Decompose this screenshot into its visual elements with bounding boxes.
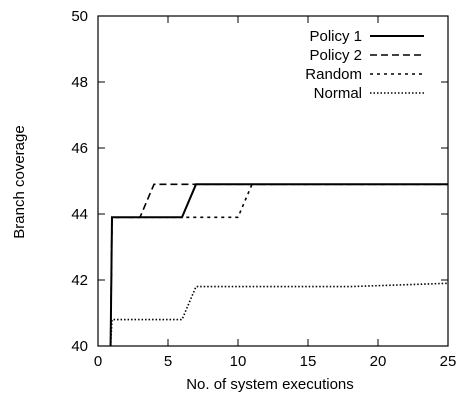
y-tick-label: 44	[71, 206, 88, 223]
x-tick-label: 15	[300, 353, 317, 370]
x-tick-label: 5	[164, 353, 172, 370]
series-lines	[109, 183, 449, 347]
series-line-2	[109, 183, 448, 347]
tick-marks	[97, 15, 449, 347]
y-tick-label: 50	[71, 8, 88, 25]
series-line-3	[109, 183, 448, 347]
y-tick-label: 46	[71, 140, 88, 157]
x-tick-label: 20	[370, 353, 387, 370]
y-tick-label: 48	[71, 74, 88, 91]
plot-frame	[97, 15, 449, 347]
series-line-4	[109, 282, 449, 347]
x-axis-label: No. of system executions	[186, 376, 354, 393]
y-axis-label: Branch coverage	[11, 125, 28, 238]
y-tick-label: 42	[71, 272, 88, 289]
axes	[97, 15, 449, 347]
tick-labels: 0 5 10 15 20 25 40 42 44 46 48 50	[71, 8, 456, 370]
legend: Policy 1 Policy 2 Random Normal	[305, 28, 424, 102]
x-tick-label: 25	[440, 353, 457, 370]
legend-label: Random	[305, 66, 362, 83]
x-tick-label: 10	[230, 353, 247, 370]
legend-label: Normal	[314, 85, 362, 102]
series-line-1	[109, 183, 448, 347]
y-tick-label: 40	[71, 338, 88, 355]
x-tick-label: 0	[94, 353, 102, 370]
legend-label: Policy 1	[309, 28, 362, 45]
legend-label: Policy 2	[309, 47, 362, 64]
